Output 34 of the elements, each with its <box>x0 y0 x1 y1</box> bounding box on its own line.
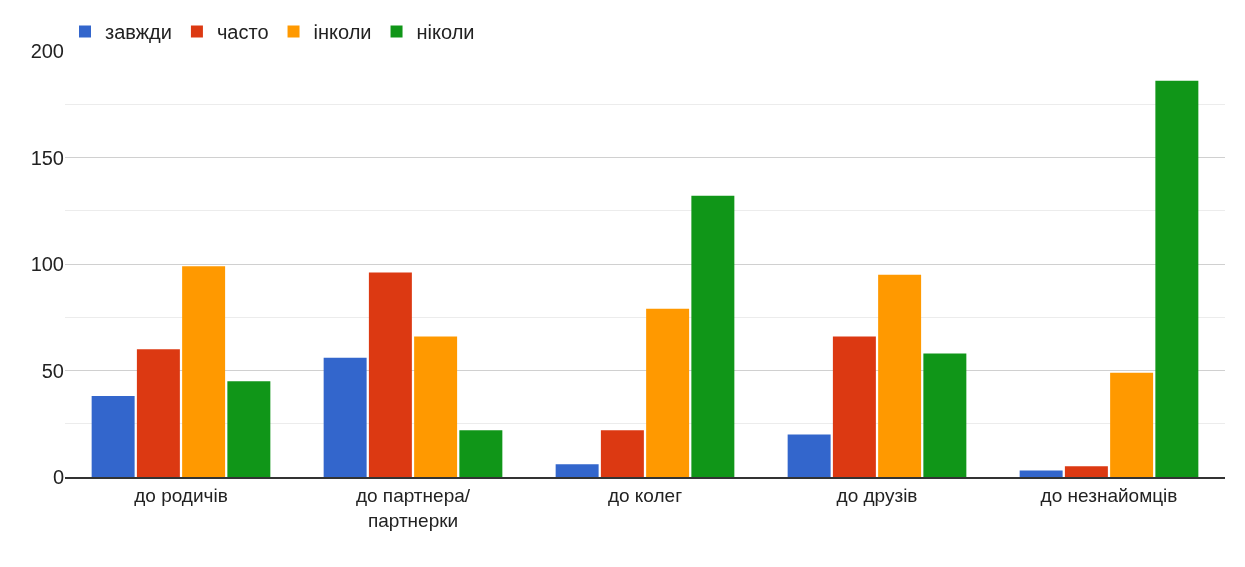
bar <box>227 381 271 477</box>
legend-label: інколи <box>313 21 372 44</box>
x-tick-label: до друзів <box>836 484 918 506</box>
legend-label: ніколи <box>416 21 475 44</box>
x-tick-label: до партнера/ партнерки <box>355 484 471 531</box>
bar <box>414 336 458 477</box>
bar <box>1110 372 1154 477</box>
bar <box>600 430 644 477</box>
y-tick-label: 200 <box>30 40 64 62</box>
y-tick-label: 0 <box>52 466 64 488</box>
bar <box>136 349 180 477</box>
y-tick-label: 50 <box>41 359 64 382</box>
x-tick-label: до незнайомців <box>1040 484 1178 506</box>
bar <box>832 336 876 477</box>
bar <box>555 464 599 477</box>
y-tick-label: 100 <box>30 253 64 275</box>
bar <box>182 266 226 477</box>
bar <box>923 353 967 477</box>
bar <box>1155 80 1199 477</box>
y-tick-label: 150 <box>30 146 64 169</box>
bar <box>1019 470 1063 477</box>
bar <box>878 274 922 477</box>
bar <box>1064 466 1108 477</box>
x-tick-label: до родичів <box>134 484 228 506</box>
bar <box>787 434 831 477</box>
legend-label: завжди <box>105 21 172 44</box>
x-tick-label: до колег <box>607 484 683 506</box>
bar <box>323 357 367 477</box>
bar <box>691 195 735 477</box>
bar <box>646 308 690 477</box>
bar <box>459 430 503 477</box>
bar <box>368 272 412 477</box>
legend-label: часто <box>216 21 269 44</box>
bar <box>91 396 135 477</box>
